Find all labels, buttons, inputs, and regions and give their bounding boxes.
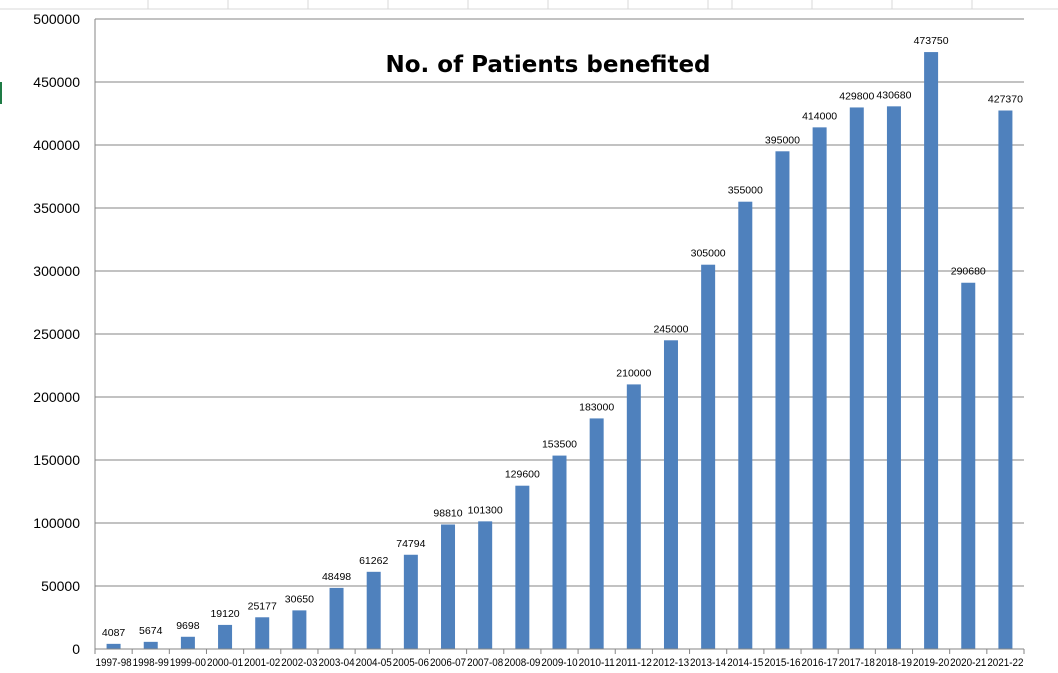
bar [998,110,1013,649]
y-tick-label: 50000 [41,578,80,594]
data-label: 245000 [653,323,688,335]
data-label: 74794 [396,538,425,550]
data-label: 429800 [839,90,874,102]
data-label: 61262 [359,555,388,567]
data-label: 427370 [988,94,1023,106]
bar [143,641,158,649]
y-tick-label: 500000 [33,11,80,27]
bar [478,521,493,649]
data-label: 153500 [542,439,577,451]
data-label: 48498 [322,571,351,583]
data-label: 355000 [728,185,763,197]
y-tick-label: 200000 [33,389,80,405]
bar [775,151,790,650]
bar [552,455,567,649]
y-tick-label: 350000 [33,200,80,216]
bar [292,610,307,649]
bar [812,127,827,650]
x-tick-label: 2017-18 [839,657,875,669]
data-label: 290680 [951,266,986,278]
bar [849,107,864,649]
data-label: 210000 [616,367,651,379]
bar [106,643,121,649]
y-tick-label: 300000 [33,263,80,279]
y-tick-label: 150000 [33,452,80,468]
y-tick-label: 250000 [33,326,80,342]
x-tick-label: 2011-12 [616,657,652,669]
y-axis-tick-labels: 0 50000 100000 150000 200000 250000 300000 3500… [33,11,80,657]
x-tick-label: 2003-04 [318,657,354,669]
data-label: 183000 [579,401,614,413]
x-tick-label: 2002-03 [281,657,317,669]
x-tick-label: 2001-02 [244,657,280,669]
data-label: 305000 [691,248,726,260]
x-tick-label: 2018-19 [876,657,912,669]
data-label: 30650 [285,593,314,605]
x-tick-label: 1999-00 [170,657,206,669]
bar [255,617,270,649]
x-tick-label: 2019-20 [913,657,949,669]
x-tick-label: 2000-01 [207,657,243,669]
y-tick-label: 450000 [33,74,80,90]
spreadsheet-background [0,0,1058,104]
x-tick-label: 2021-22 [987,657,1023,669]
x-tick-label: 2020-21 [950,657,986,669]
x-tick-label: 2009-10 [541,657,577,669]
y-tick-label: 0 [72,641,80,657]
bar [924,52,939,649]
bar [701,264,716,649]
x-tick-label: 2015-16 [764,657,800,669]
x-tick-label: 1998-99 [133,657,169,669]
selection-marker [0,82,2,104]
y-tick-label: 400000 [33,137,80,153]
bar [589,418,604,649]
bar [403,554,418,649]
y-tick-label: 100000 [33,515,80,531]
data-label: 414000 [802,110,837,122]
bar [626,384,641,649]
data-label: 9698 [176,620,200,632]
data-label: 19120 [210,608,239,620]
data-label: 129600 [505,469,540,481]
bar [441,524,456,649]
x-tick-label: 2010-11 [579,657,615,669]
bar [515,485,530,649]
x-tick-label: 2005-06 [393,657,429,669]
x-axis-tick-labels: 1997-98 1998-99 1999-00 2000-01 2001-02 2002-… [94,649,1025,669]
bar [738,201,753,649]
data-label: 430680 [876,89,911,101]
x-tick-label: 2008-09 [504,657,540,669]
data-label: 98810 [433,508,462,520]
bar [663,340,678,649]
x-tick-label: 2004-05 [356,657,392,669]
x-tick-label: 1997-98 [96,657,132,669]
bar [329,587,344,649]
data-label: 101300 [468,504,503,516]
bar [961,282,976,649]
chart-title: No. of Patients benefited [385,52,710,78]
data-label: 473750 [914,35,949,47]
x-tick-label: 2006-07 [430,657,466,669]
bar [180,636,195,649]
bar [886,106,901,650]
bars [106,52,1013,650]
x-tick-label: 2013-14 [690,657,726,669]
data-label: 5674 [139,625,163,637]
x-tick-label: 2012-13 [653,657,689,669]
data-label: 4087 [102,627,126,639]
x-tick-label: 2007-08 [467,657,503,669]
x-tick-label: 2016-17 [802,657,838,669]
data-label: 395000 [765,134,800,146]
data-label: 25177 [248,600,277,612]
bar [366,571,381,649]
data-labels: 4087 5674 9698 19120 25177 30650 48498 61262 747… [102,35,1023,639]
x-tick-label: 2014-15 [727,657,763,669]
bar [218,624,233,649]
